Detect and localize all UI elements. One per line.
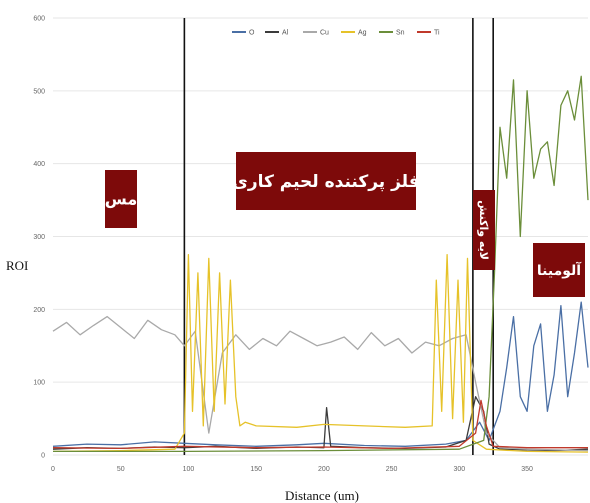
x-tick-label: 200 bbox=[318, 466, 330, 473]
x-axis-ticks: 0 50 100 150 200 250 300 350 bbox=[51, 466, 533, 473]
region-label: لایه واکنش bbox=[477, 200, 490, 260]
gridlines bbox=[53, 17, 588, 456]
x-tick-label: 50 bbox=[117, 466, 125, 473]
series-line-ag bbox=[52, 254, 589, 453]
region-label-box bbox=[105, 170, 137, 228]
y-tick-label: 500 bbox=[33, 88, 45, 95]
legend-label: Cu bbox=[320, 30, 329, 37]
y-axis-ticks: 0 100 200 300 400 500 600 bbox=[33, 16, 45, 460]
series-line-sn bbox=[53, 75, 589, 453]
x-tick-label: 350 bbox=[521, 466, 533, 473]
series-line-ti bbox=[52, 399, 588, 450]
series-line-cu bbox=[52, 315, 589, 452]
region-label-box bbox=[236, 152, 416, 210]
y-tick-label: 300 bbox=[33, 234, 45, 241]
region-label-box bbox=[473, 190, 495, 270]
x-tick-label: 100 bbox=[183, 466, 195, 473]
region-label: فلز پرکننده لحیم کاری bbox=[232, 172, 420, 192]
y-tick-label: 200 bbox=[33, 307, 45, 314]
x-axis-title: Distance (um) bbox=[285, 488, 359, 503]
series-lines bbox=[52, 75, 589, 453]
legend-label: Ti bbox=[434, 30, 440, 37]
y-tick-label: 0 bbox=[41, 453, 45, 460]
region-label-box bbox=[533, 243, 585, 297]
legend-label: O bbox=[249, 30, 255, 37]
legend-label: Ag bbox=[358, 30, 367, 37]
x-tick-label: 0 bbox=[51, 466, 55, 473]
y-tick-label: 600 bbox=[33, 16, 45, 23]
x-tick-label: 250 bbox=[386, 466, 398, 473]
x-tick-label: 150 bbox=[250, 466, 262, 473]
series-line-al bbox=[52, 396, 589, 452]
y-tick-label: 400 bbox=[33, 161, 45, 168]
legend-label: Al bbox=[282, 30, 289, 37]
region-label: آلومینا bbox=[537, 261, 582, 279]
y-axis-title: ROI bbox=[6, 258, 28, 273]
legend-label: Sn bbox=[396, 30, 405, 37]
legend: O Al Cu Ag Sn Ti bbox=[232, 30, 440, 37]
region-label: مس bbox=[105, 190, 138, 209]
y-tick-label: 100 bbox=[33, 380, 45, 387]
region-labels: مس فلز پرکننده لحیم کاری لایه واکنش آلومینا bbox=[105, 152, 585, 297]
x-tick-label: 300 bbox=[453, 466, 465, 473]
